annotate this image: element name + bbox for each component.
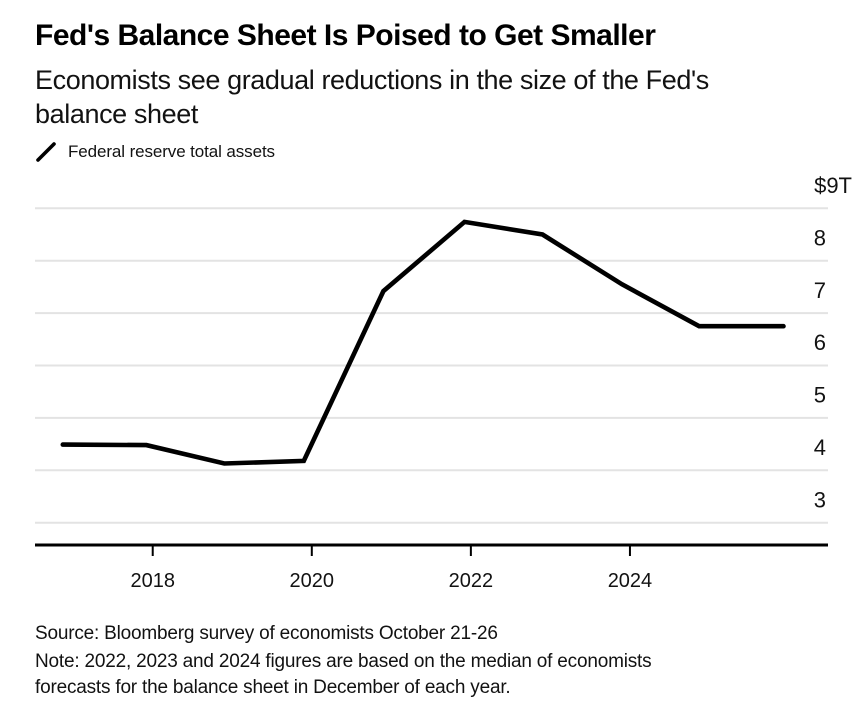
y-tick-label-7: 7 <box>814 278 826 303</box>
y-tick-label-5: 5 <box>814 383 826 408</box>
fed-assets-line <box>60 219 786 466</box>
chart-subtitle: Economists see gradual reductions in the… <box>35 65 709 129</box>
note-text: Note: 2022, 2023 and 2024 figures are ba… <box>35 651 652 698</box>
source-text: Source: Bloomberg survey of economists O… <box>35 623 498 644</box>
x-tick-label-2022: 2022 <box>449 570 494 592</box>
line-series-icon <box>35 141 57 163</box>
x-tick-label-2020: 2020 <box>290 570 335 592</box>
y-tick-label-3: 3 <box>814 487 826 512</box>
y-tick-label-4: 4 <box>814 435 826 460</box>
x-tick-label-2018: 2018 <box>130 570 175 592</box>
legend: Federal reserve total assets <box>35 141 275 163</box>
y-tick-label-6: 6 <box>814 330 826 355</box>
y-tick-label-8: 8 <box>814 225 826 250</box>
x-tick-label-2024: 2024 <box>608 570 653 592</box>
chart-title: Fed's Balance Sheet Is Poised to Get Sma… <box>35 19 656 52</box>
legend-label: Federal reserve total assets <box>68 142 275 161</box>
y-tick-label-9: $9T <box>814 173 852 198</box>
